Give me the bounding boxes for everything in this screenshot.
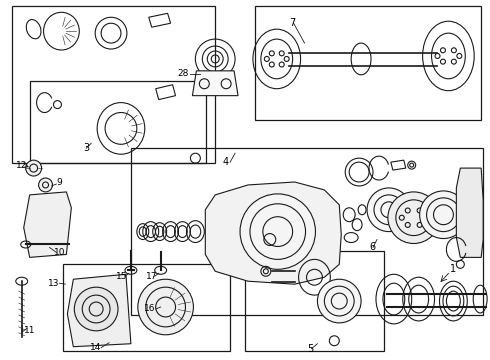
Circle shape [419, 191, 467, 239]
Circle shape [240, 194, 316, 269]
Text: 11: 11 [24, 326, 35, 335]
Text: 12: 12 [16, 161, 27, 170]
Circle shape [388, 192, 440, 243]
Bar [63, 264, 230, 351]
Polygon shape [68, 274, 131, 347]
Circle shape [367, 188, 411, 231]
Circle shape [39, 178, 52, 192]
Circle shape [74, 287, 118, 331]
Text: 3: 3 [83, 143, 89, 153]
Circle shape [138, 279, 194, 335]
Polygon shape [456, 168, 483, 257]
Text: 4: 4 [222, 157, 228, 167]
Text: 16: 16 [144, 305, 156, 314]
Text: 5: 5 [308, 344, 314, 354]
Bar [12, 6, 215, 163]
Polygon shape [205, 182, 341, 284]
Polygon shape [24, 192, 72, 257]
Bar [30, 81, 206, 163]
Text: 7: 7 [290, 18, 296, 28]
Text: 17: 17 [146, 272, 157, 281]
Text: 6: 6 [369, 243, 375, 252]
Polygon shape [193, 71, 238, 96]
Text: 9: 9 [56, 179, 62, 188]
Text: 15: 15 [116, 272, 127, 281]
Circle shape [25, 160, 42, 176]
Text: 10: 10 [53, 248, 65, 257]
Bar [255, 6, 481, 121]
Text: 28: 28 [177, 69, 189, 78]
Circle shape [318, 279, 361, 323]
Text: 13: 13 [48, 279, 59, 288]
Bar [131, 148, 483, 315]
Text: 14: 14 [90, 343, 101, 352]
Bar [245, 251, 384, 351]
Text: 1: 1 [450, 264, 457, 274]
